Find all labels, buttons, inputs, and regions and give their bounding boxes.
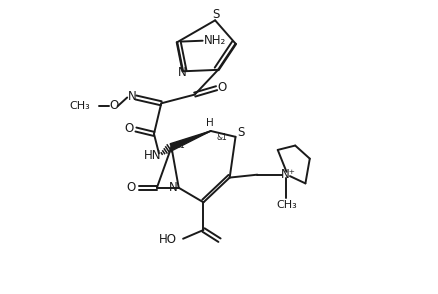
Text: O: O [124,122,133,136]
Polygon shape [170,131,210,150]
Text: O: O [217,81,226,93]
Text: &1: &1 [216,133,227,142]
Text: N: N [168,181,177,194]
Text: N: N [177,66,186,79]
Text: N⁺: N⁺ [281,168,296,181]
Text: O: O [126,181,136,194]
Text: CH₃: CH₃ [69,101,90,111]
Text: H: H [206,118,214,128]
Text: O: O [109,99,118,112]
Text: HO: HO [158,233,176,246]
Text: S: S [237,126,244,139]
Text: &1: &1 [174,141,184,150]
Text: M: M [0,293,1,294]
Text: N: N [127,91,136,103]
Text: CH₃: CH₃ [276,200,297,210]
Text: NH₂: NH₂ [204,34,226,47]
Text: HN: HN [143,149,161,162]
Text: S: S [212,8,219,21]
